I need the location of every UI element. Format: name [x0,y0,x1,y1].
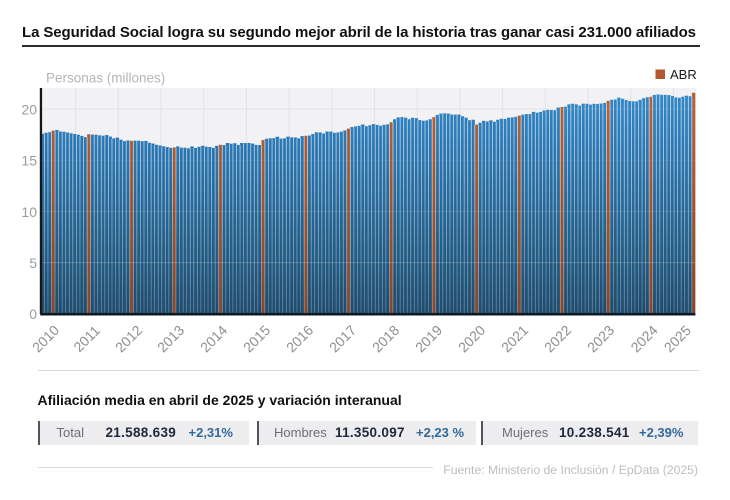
svg-text:20: 20 [21,102,37,118]
svg-text:5: 5 [29,255,37,271]
svg-text:2023: 2023 [584,322,617,355]
svg-text:2016: 2016 [283,322,316,355]
svg-text:Personas (millones): Personas (millones) [46,71,165,86]
svg-text:2017: 2017 [326,322,359,355]
svg-text:2025: 2025 [661,322,694,355]
svg-text:2021: 2021 [498,322,531,355]
svg-text:0: 0 [29,306,37,322]
svg-text:2011: 2011 [70,322,103,355]
svg-text:2015: 2015 [240,322,273,355]
svg-text:2018: 2018 [369,322,402,355]
svg-text:2010: 2010 [29,322,62,355]
svg-text:15: 15 [21,153,37,169]
svg-text:2019: 2019 [412,322,445,355]
svg-text:2024: 2024 [627,322,660,355]
svg-text:2022: 2022 [541,322,574,355]
svg-text:2013: 2013 [154,322,187,355]
svg-text:2020: 2020 [455,322,488,355]
svg-text:ABR: ABR [670,67,697,82]
svg-text:2014: 2014 [197,322,230,355]
svg-text:2012: 2012 [112,322,145,355]
svg-text:10: 10 [21,204,37,220]
